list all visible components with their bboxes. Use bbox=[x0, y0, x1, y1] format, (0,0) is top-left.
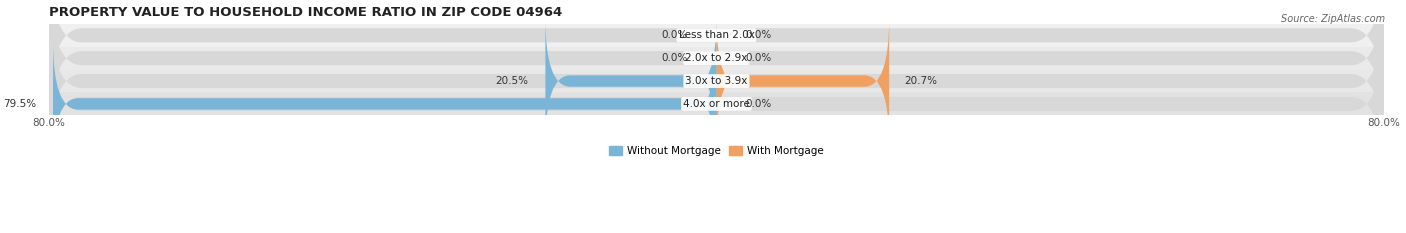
Text: 0.0%: 0.0% bbox=[745, 30, 772, 40]
Bar bbox=[49, 47, 1384, 70]
Text: 20.5%: 20.5% bbox=[496, 76, 529, 86]
Legend: Without Mortgage, With Mortgage: Without Mortgage, With Mortgage bbox=[605, 142, 828, 161]
Text: Source: ZipAtlas.com: Source: ZipAtlas.com bbox=[1281, 14, 1385, 24]
FancyBboxPatch shape bbox=[546, 18, 717, 144]
FancyBboxPatch shape bbox=[49, 0, 1384, 165]
Text: 2.0x to 2.9x: 2.0x to 2.9x bbox=[685, 53, 748, 63]
Text: 0.0%: 0.0% bbox=[745, 53, 772, 63]
FancyBboxPatch shape bbox=[49, 0, 1384, 143]
Text: 0.0%: 0.0% bbox=[661, 30, 688, 40]
Text: 0.0%: 0.0% bbox=[745, 99, 772, 109]
Text: 79.5%: 79.5% bbox=[3, 99, 37, 109]
FancyBboxPatch shape bbox=[49, 20, 1384, 188]
FancyBboxPatch shape bbox=[49, 0, 1384, 120]
FancyBboxPatch shape bbox=[53, 41, 717, 167]
Text: 4.0x or more: 4.0x or more bbox=[683, 99, 749, 109]
Bar bbox=[49, 70, 1384, 93]
Text: 20.7%: 20.7% bbox=[904, 76, 938, 86]
Bar bbox=[49, 93, 1384, 115]
Bar bbox=[49, 24, 1384, 47]
FancyBboxPatch shape bbox=[717, 18, 889, 144]
Text: Less than 2.0x: Less than 2.0x bbox=[679, 30, 755, 40]
Text: 0.0%: 0.0% bbox=[661, 53, 688, 63]
Text: 3.0x to 3.9x: 3.0x to 3.9x bbox=[685, 76, 748, 86]
Text: PROPERTY VALUE TO HOUSEHOLD INCOME RATIO IN ZIP CODE 04964: PROPERTY VALUE TO HOUSEHOLD INCOME RATIO… bbox=[49, 6, 562, 19]
